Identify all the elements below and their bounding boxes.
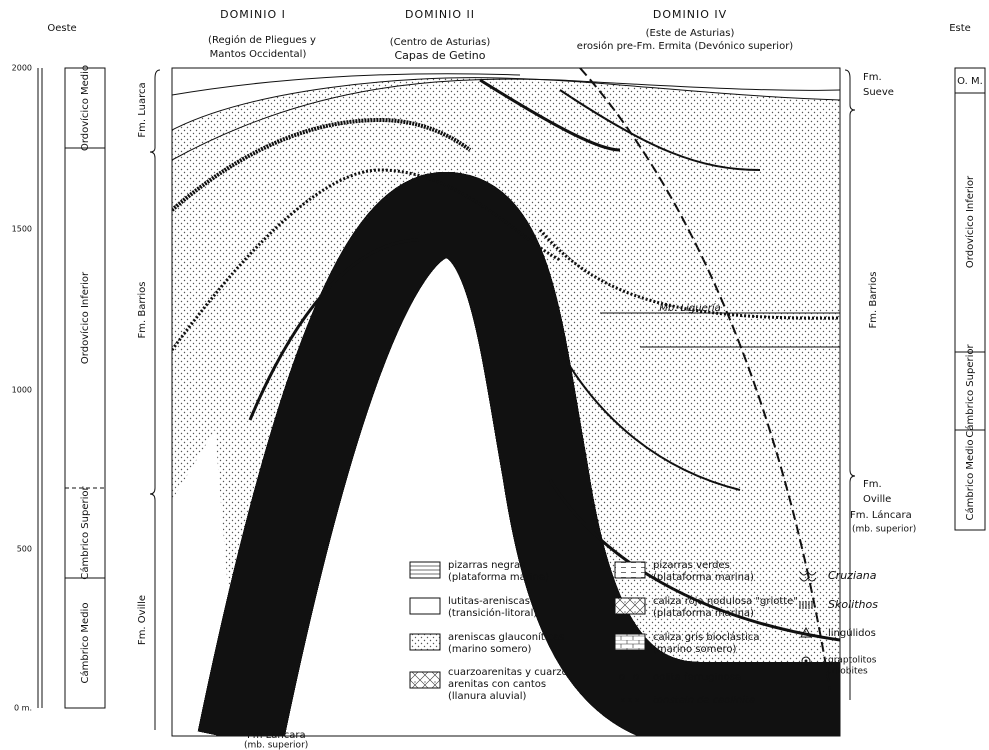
domain-title: DOMINIO I [220,8,286,21]
scale-label: 1000 [12,386,32,395]
legend-label: areniscas glauconíticas [448,631,564,643]
period-label: Ordovícico Medio [79,65,91,151]
scale-label: 500 [17,545,32,554]
legend-label: (transición-litoral) [448,607,537,619]
formation-label: Fm. Láncara [850,509,912,521]
east-label: Este [949,23,971,34]
legend-label: (plataforma marina) [448,572,549,583]
period-label: Ordovícico Inferior [964,175,976,268]
legend-label: arenitas con cantos [448,679,546,690]
period-label: Cámbrico Medio [79,603,91,684]
domain-subtitle: erosión pre-Fm. Ermita (Devónico superio… [577,40,794,52]
legend-label: (plataforma marina) [653,608,754,619]
member-label: Mb. Liguería [659,302,721,314]
domain-subtitle: (Centro de Asturias) [390,37,491,48]
formation-label: Fm. Barrios [137,282,148,339]
formation-label: Fm. [863,479,882,490]
domain-subtitle: (Este de Asturias) [646,28,735,39]
legend-label: Skolithos [828,598,878,611]
legend-label: (plataforma marina) [653,572,754,583]
legend-label: (marino somero) [653,644,737,655]
domain-subtitle: Capas de Getino [395,49,486,62]
legend-label: oolita ferruginosa [653,672,741,683]
legend-label: caliza gris bioclástica [653,631,760,643]
formation-label: Fm. Oville [137,595,148,645]
legend-label: lingúlidos [828,627,876,639]
period-label: Ordovícico Inferior [79,271,91,364]
formation-label: (mb. superior) [852,525,916,535]
west-label: Oeste [47,23,76,34]
legend-label: cuarzoarenitas y cuarzo, [448,667,571,678]
legend-label: lutitas-areniscas [448,596,530,607]
svg-text:x x x: x x x [620,696,640,705]
period-label: Cámbrico Medio [964,440,976,521]
bottom-label: Fm Láncara [247,729,306,741]
legend-label: pizarras verdes [653,560,730,571]
domain-title: DOMINIO II [405,8,475,21]
domain-title: DOMINIO IV [653,8,727,21]
formation-label: Oville [863,494,891,505]
legend-label: graptolitos [828,656,877,666]
legend-label: (llanura aluvial) [448,691,527,702]
formation-label: Fm. Barrios [868,272,879,329]
period-label: O. M. [957,76,983,87]
formation-brace [150,70,160,730]
scale-label: 1500 [12,225,32,234]
legend-label: caliza roja nodulosa "griotte" [653,596,798,607]
scale-label: 2000 [12,64,32,73]
legend-label: trilobites [828,667,868,677]
period-label: Cámbrico Superior [79,486,91,580]
formation-label: Fm. [863,72,882,83]
diagram: Oeste Este DOMINIO I (Región de Pliegues… [0,0,989,750]
scale-label: 0 m. [14,704,32,713]
legend-label: tonstein de caolinita [653,695,755,706]
legend-label: pizarras negras [448,560,525,571]
legend-label: Cruziana [828,569,877,582]
bottom-label: (mb. superior) [244,741,308,750]
domain-subtitle: Mantos Occidental) [210,49,307,60]
legend-label: (marino somero) [448,644,532,655]
period-label: Cámbrico Superior [964,344,976,438]
domain-subtitle: (Región de Pliegues y [208,34,316,46]
formation-label: Sueve [863,87,894,98]
formation-label: Fm. Luarca [137,82,148,137]
